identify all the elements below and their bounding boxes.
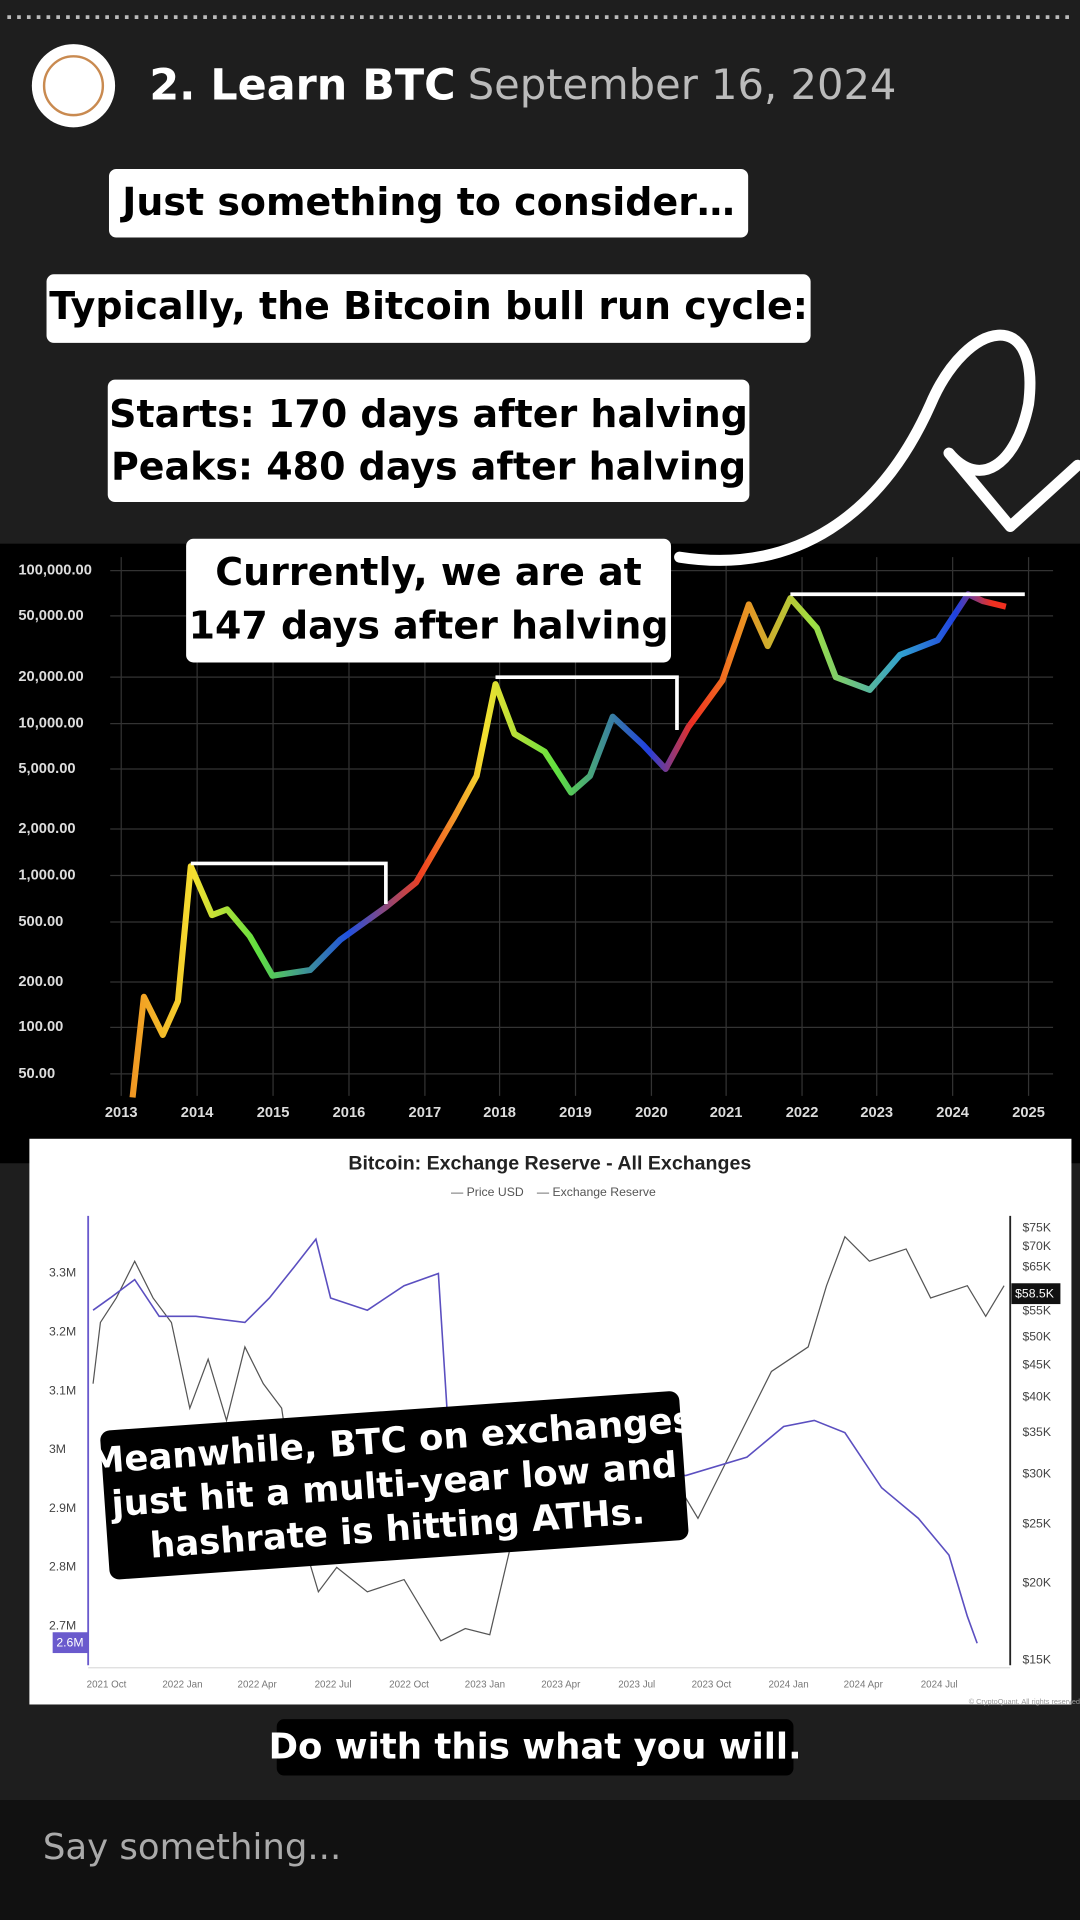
x-tick-label: 2023 Jul [618,1679,655,1690]
y2-tick-label: $30K [1022,1467,1051,1481]
post-date: September 16, 2024 [468,60,897,109]
avatar-art [42,55,105,117]
x-tick-label: 2015 [257,1105,290,1121]
y-tick-label: 3.1M [49,1383,76,1397]
caption: Typically, the Bitcoin bull run cycle: [49,284,808,328]
y-tick-label: 2.9M [49,1501,76,1515]
y2-tick-label: $25K [1022,1517,1051,1531]
x-tick-label: 2023 Oct [692,1679,732,1690]
x-tick-label: 2022 Jan [162,1679,202,1690]
x-tick-label: 2014 [181,1105,215,1121]
x-tick-label: 2025 [1012,1105,1045,1121]
x-tick-label: 2024 Jul [921,1679,958,1690]
caption-box [186,538,672,663]
chart-title: Bitcoin: Exchange Reserve - All Exchange… [348,1153,751,1175]
y2-tick-label: $55K [1022,1304,1051,1318]
x-tick-label: 2024 [936,1105,970,1121]
y-tick-label: 3.2M [49,1324,76,1338]
legend-item: — Exchange Reserve [537,1185,656,1199]
x-tick-label: 2018 [483,1105,516,1121]
y2-tick-label: $50K [1022,1329,1051,1343]
y-tick-label: 2.8M [49,1560,76,1574]
caption: Starts: 170 days after halving [109,392,748,436]
x-tick-label: 2023 Apr [541,1679,581,1690]
y-tick-label: 10,000.00 [18,716,83,732]
composer [0,1800,1080,1920]
current-reserve-tag [52,1632,89,1654]
y-tick-label: 2,000.00 [18,821,75,837]
price-line [92,1235,1005,1642]
x-tick-label: 2024 Apr [844,1679,884,1690]
x-tick-label: 2024 Jan [768,1679,808,1690]
y-tick-label: 100.00 [18,1019,63,1035]
reserve-chart: Bitcoin: Exchange Reserve - All Exchange… [49,1153,1080,1706]
y2-tick-label: $45K [1022,1358,1051,1372]
y-tick-label: 3M [49,1442,66,1456]
current-price: $58.5K [1015,1287,1055,1301]
y-tick-label: 50.00 [18,1066,55,1082]
caption: 147 days after halving [189,604,669,648]
y2-tick-label: $40K [1022,1389,1051,1403]
x-tick-label: 2023 Jan [465,1679,505,1690]
caption: Do with this what you will. [269,1727,802,1768]
message-input[interactable]: Say something... [43,1827,341,1868]
y-tick-label: 500.00 [18,914,63,930]
y-tick-label: 100,000.00 [18,562,92,578]
cycle-marker [190,861,388,905]
caption: Peaks: 480 days after halving [111,444,746,488]
caption-box [107,379,750,503]
y-tick-label: 1,000.00 [18,867,75,883]
caption: Just something to consider… [119,180,735,224]
credit: © CryptoQuant. All rights reserved [969,1697,1080,1706]
y-tick-label: 2.7M [49,1618,76,1632]
legend-item: — Price USD [451,1185,524,1199]
arrow-sticker [674,329,1080,566]
x-tick-label: 2016 [333,1105,366,1121]
x-tick-label: 2021 [710,1105,743,1121]
x-tick-label: 2021 Oct [87,1679,127,1690]
caption: Currently, we are at [215,550,642,594]
caption-box [276,1719,794,1776]
current-reserve: 2.6M [56,1635,83,1649]
y2-tick-label: $75K [1022,1220,1051,1234]
x-tick-label: 2022 Oct [389,1679,429,1690]
x-tick-label: 2022 Apr [238,1679,278,1690]
username[interactable]: 2. Learn BTC [149,61,455,111]
x-tick-label: 2017 [409,1105,442,1121]
y-tick-label: 200.00 [18,974,63,990]
y2-tick-label: $35K [1022,1425,1051,1439]
y-tick-label: 3.3M [49,1266,76,1280]
caption-box [46,274,811,343]
x-tick-label: 2013 [105,1105,138,1121]
cycle-markers [190,592,1025,905]
caption-box [100,1391,689,1580]
y-tick-label: 20,000.00 [18,669,83,685]
price-curve [129,591,1007,1098]
x-tick-label: 2022 Jul [315,1679,352,1690]
current-price-tag [1011,1283,1061,1305]
y-tick-label: 50,000.00 [18,608,83,624]
x-tick-label: 2023 [860,1105,893,1121]
y2-tick-label: $15K [1022,1653,1051,1667]
caption-box [108,168,749,238]
x-tick-label: 2022 [786,1105,819,1121]
cycle-marker [495,675,679,731]
y2-tick-label: $70K [1022,1239,1051,1253]
y2-tick-label: $20K [1022,1575,1051,1589]
x-tick-label: 2019 [559,1105,592,1121]
y-tick-label: 5,000.00 [18,761,75,777]
x-tick-label: 2020 [635,1105,668,1121]
y2-tick-label: $65K [1022,1260,1051,1274]
